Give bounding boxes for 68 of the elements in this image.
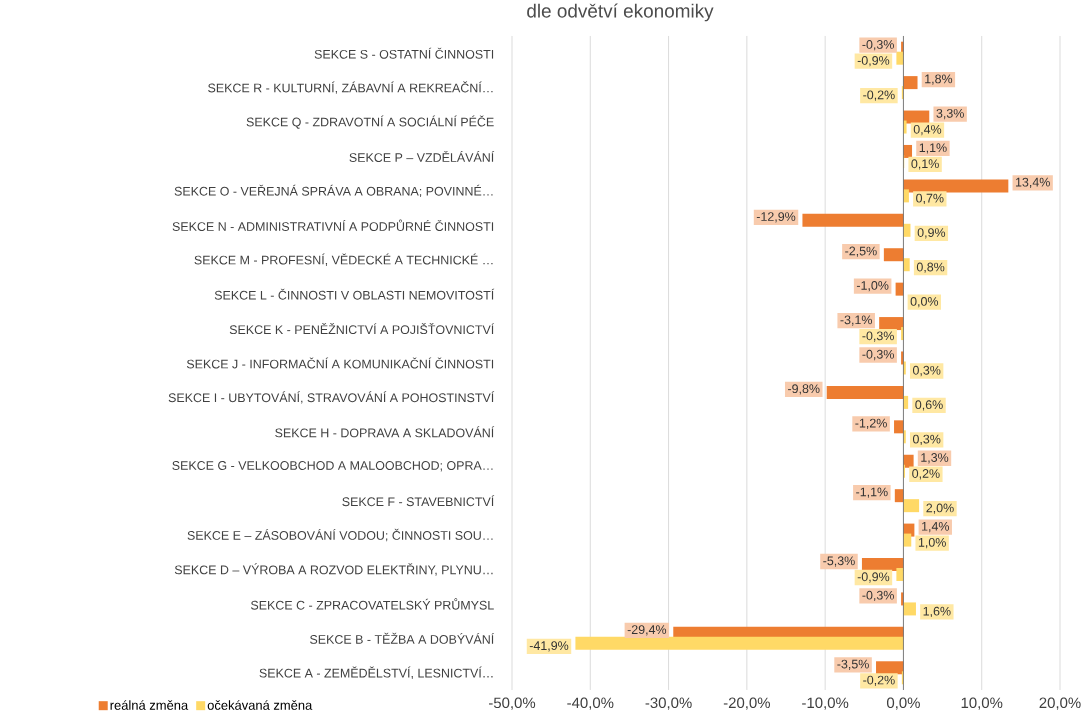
data-label: 0,4% — [913, 124, 942, 136]
data-label: 13,4% — [1015, 177, 1050, 189]
data-label: 0,6% — [915, 400, 943, 411]
data-label: 0,3% — [912, 434, 941, 445]
y-tick-label: SEKCE L - ČINNOSTI V OBLASTI NEMOVITOSTÍ — [214, 288, 495, 300]
x-tick-label: -30,0% — [645, 697, 692, 710]
data-label: -3,1% — [840, 315, 873, 326]
data-label: 0,7% — [916, 193, 944, 205]
chart-title: dle odvětví ekonomiky — [527, 3, 714, 22]
y-tick-label: SEKCE E – ZÁSOBOVÁNÍ VODOU; ČINNOSTI SOU… — [187, 528, 493, 542]
y-tick-label: SEKCE R - KULTURNÍ, ZÁBAVNÍ A REKREAČNÍ… — [208, 81, 493, 94]
y-tick-label: SEKCE F - STAVEBNICTVÍ — [342, 495, 495, 507]
data-label: -0,2% — [863, 90, 895, 101]
data-label: 1,6% — [923, 606, 951, 618]
data-label: -41,9% — [529, 641, 569, 652]
data-label: 0,0% — [910, 297, 939, 308]
y-tick-label: SEKCE I - UBYTOVÁNÍ, STRAVOVÁNÍ A POHOSTINSTVÍ — [168, 391, 495, 404]
y-tick-label: SEKCE O - VEŘEJNÁ SPRÁVA A OBRANA; POVINNÉ… — [174, 184, 493, 198]
data-label: 0,3% — [912, 365, 941, 377]
y-tick-label: SEKCE B - TĚŽBA A DOBÝVÁNÍ — [310, 632, 495, 644]
y-tick-label: SEKCE J - INFORMAČNÍ A KOMUNIKAČNÍ ČINNOSTI — [186, 357, 494, 369]
x-tick-label: 20,0% — [1039, 697, 1081, 710]
y-tick-label: SEKCE H - DOPRAVA A SKLADOVÁNÍ — [275, 426, 495, 438]
data-label: 1,4% — [922, 521, 950, 533]
data-label: -12,9% — [756, 212, 796, 223]
data-label: 1,0% — [918, 537, 946, 549]
data-label: -0,3% — [862, 590, 894, 602]
data-label: -5,3% — [823, 556, 855, 567]
data-label: -2,5% — [845, 246, 877, 257]
x-tick-label: -20,0% — [723, 697, 770, 710]
x-tick-label: -50,0% — [488, 697, 536, 710]
data-label: 2,0% — [926, 503, 954, 514]
y-tick-label: SEKCE D – VÝROBA A ROZVOD ELEKTŘINY, PLYNU… — [174, 563, 493, 576]
y-tick-label: SEKCE M - PROFESNÍ, VĚDECKÉ A TECHNICKÉ … — [194, 253, 493, 266]
data-label: -0,3% — [862, 40, 894, 51]
legend-label: očekávaná změna — [207, 700, 313, 710]
data-label: 1,8% — [925, 74, 953, 85]
data-label: -1,1% — [856, 487, 888, 498]
data-label: -0,9% — [857, 572, 890, 583]
y-tick-label: SEKCE C - ZPRACOVATELSKÝ PRŮMYSL — [250, 598, 494, 610]
data-label: 0,2% — [912, 469, 940, 480]
data-label: -29,4% — [627, 625, 667, 636]
y-tick-label: SEKCE G - VELKOOBCHOD A MALOOBCHOD; OPRA… — [172, 461, 493, 472]
x-tick-label: 0,0% — [886, 697, 920, 710]
data-label: 0,8% — [916, 262, 945, 273]
data-label: -1,2% — [855, 418, 887, 429]
data-label: -9,8% — [788, 384, 820, 395]
y-tick-label: SEKCE S - OSTATNÍ ČINNOSTI — [314, 47, 494, 59]
data-label: 3,3% — [936, 108, 964, 120]
y-tick-label: SEKCE P – VZDĚLÁVÁNÍ — [349, 150, 495, 162]
data-label: 0,1% — [911, 159, 939, 170]
data-label: 0,9% — [917, 228, 946, 239]
x-tick-label: 10,0% — [961, 697, 1003, 710]
data-label: 1,1% — [919, 143, 947, 154]
data-label: -0,9% — [857, 56, 890, 67]
x-tick-label: -10,0% — [802, 697, 849, 710]
y-tick-label: SEKCE N - ADMINISTRATIVNÍ A PODPŮRNÉ ČINNOSTI — [172, 219, 494, 231]
data-label: 1,3% — [921, 453, 949, 464]
data-label: -0,3% — [862, 349, 894, 361]
data-label: -1,0% — [856, 281, 889, 292]
y-tick-label: SEKCE Q - ZDRAVOTNÍ A SOCIÁLNÍ PÉČE — [246, 115, 494, 129]
y-tick-label: SEKCE K - PENĚŽNICTVÍ A POJIŠŤOVNICTVÍ — [229, 323, 495, 335]
data-label: -0,3% — [862, 331, 894, 342]
data-label: -0,2% — [863, 675, 895, 686]
data-label: -3,5% — [837, 659, 869, 670]
x-tick-label: -40,0% — [567, 697, 614, 710]
y-tick-label: SEKCE A - ZEMĚDĚLSTVÍ, LESNICTVÍ… — [259, 666, 493, 680]
legend-label: reálná změna — [110, 700, 189, 710]
